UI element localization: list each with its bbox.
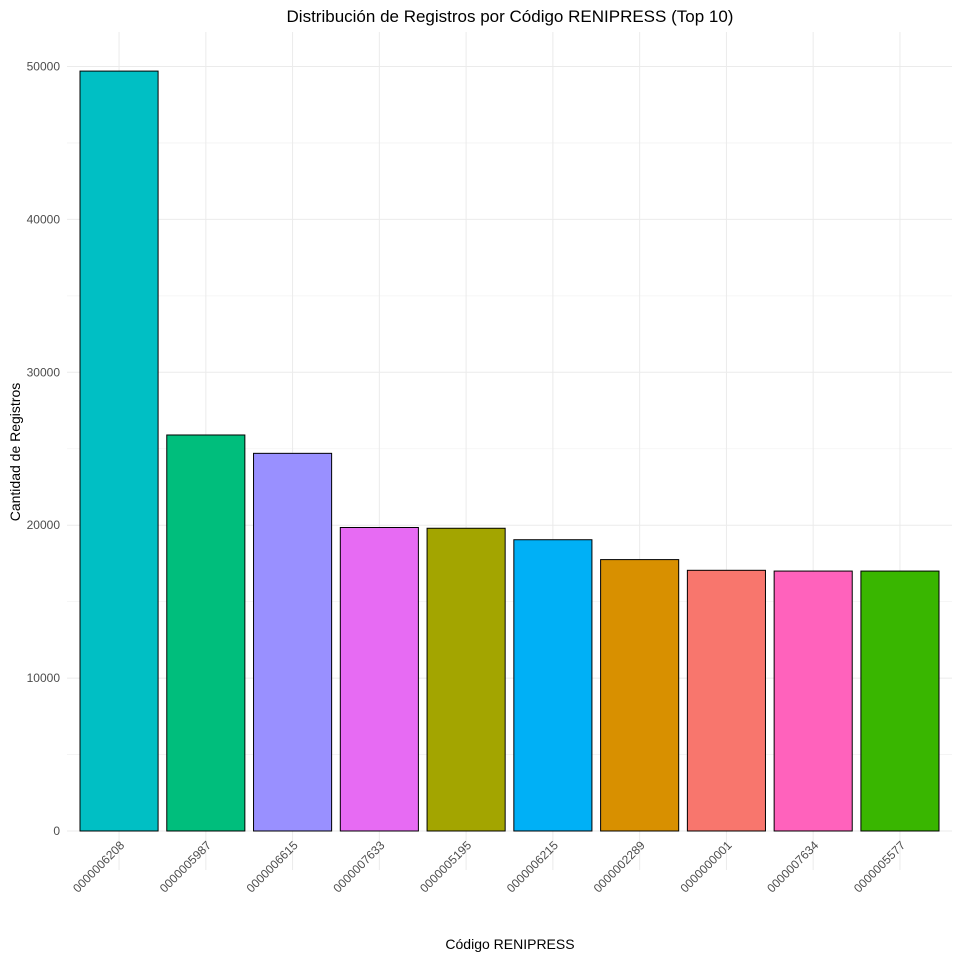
bar-0000005987 [166,434,246,832]
bar-0000005195 [426,527,506,832]
y-tick-label: 10000 [27,671,61,685]
bar-0000000001 [686,569,766,832]
x-axis-title: Código RENIPRESS [445,936,574,952]
y-tick-label: 30000 [27,365,61,379]
bar-0000006615 [253,452,333,832]
bars-group [79,70,940,832]
bar-0000007634 [773,570,853,832]
y-tick-label: 40000 [27,212,61,226]
y-tick-label: 0 [53,824,60,838]
y-tick-label: 50000 [27,60,61,74]
chart-title: Distribución de Registros por Código REN… [287,7,734,26]
y-axis-title: Cantidad de Registros [7,383,23,522]
x-axis-ticks: 0000006208 0000005987 0000006615 0000007633… [70,838,908,895]
bar-0000006208 [79,70,159,832]
bar-0000005577 [860,570,940,832]
y-tick-label: 20000 [27,518,61,532]
bar-0000002289 [600,559,680,832]
bar-0000007633 [339,526,419,832]
bar-0000006215 [513,539,593,832]
y-axis-ticks: 0 10000 20000 30000 40000 50000 [27,60,61,839]
